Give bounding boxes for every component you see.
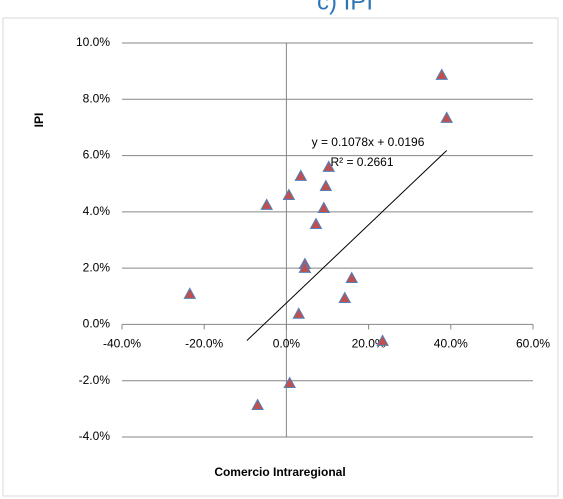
chart-frame xyxy=(2,17,559,497)
trend-equation: y = 0.1078x + 0.0196 xyxy=(312,135,425,149)
x-tick-label: 20.0% xyxy=(352,337,386,351)
point xyxy=(251,398,264,410)
point xyxy=(309,217,323,230)
point xyxy=(294,169,308,181)
point xyxy=(338,291,352,304)
point xyxy=(317,201,331,213)
x-tick-label: 60.0% xyxy=(516,337,550,351)
point xyxy=(435,68,449,80)
y-tick-label: -2.0% xyxy=(79,373,111,387)
point xyxy=(183,287,197,299)
y-axis-label: IPI xyxy=(32,113,46,128)
x-tick-label: 40.0% xyxy=(434,337,468,351)
x-tick-label: -20.0% xyxy=(185,337,223,351)
point xyxy=(292,307,306,319)
x-axis-label: Comercio Intraregional xyxy=(214,465,345,479)
y-tick-label: 6.0% xyxy=(83,148,111,162)
x-tick-label: 0.0% xyxy=(273,337,301,351)
point xyxy=(322,160,336,172)
point xyxy=(376,334,389,346)
trendline xyxy=(246,150,448,341)
point xyxy=(319,179,333,192)
point xyxy=(260,198,274,210)
point xyxy=(345,271,359,284)
trend-r2: R² = 0.2661 xyxy=(330,155,393,169)
point xyxy=(283,376,297,389)
y-tick-label: 8.0% xyxy=(83,91,111,105)
point xyxy=(298,261,312,273)
y-tick-label: 0.0% xyxy=(83,317,111,331)
y-tick-label: -4.0% xyxy=(79,429,111,443)
y-tick-label: 10.0% xyxy=(76,35,110,49)
y-tick-label: 4.0% xyxy=(83,204,111,218)
point xyxy=(282,188,296,201)
chart-title: c) IPI xyxy=(317,0,373,15)
x-tick-label: -40.0% xyxy=(103,337,141,351)
y-tick-label: 2.0% xyxy=(83,260,111,274)
point xyxy=(440,111,454,123)
